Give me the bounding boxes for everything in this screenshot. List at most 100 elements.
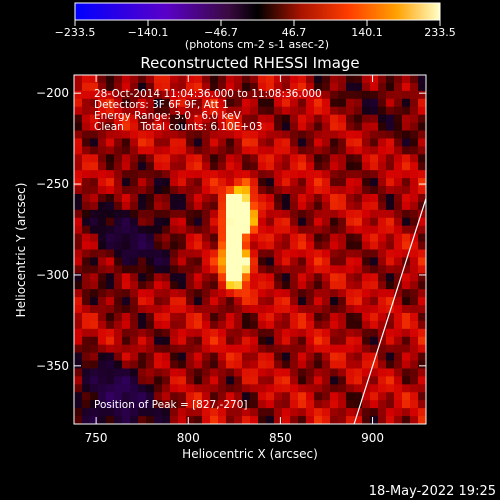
heatmap-cell xyxy=(386,122,395,132)
heatmap-cell xyxy=(106,154,115,163)
heatmap-cell xyxy=(298,170,307,179)
heatmap-cell xyxy=(242,328,251,338)
heatmap-cell xyxy=(354,178,363,187)
heatmap-cell xyxy=(170,217,179,227)
heatmap-cell xyxy=(298,90,307,100)
heatmap-cell xyxy=(74,257,83,266)
heatmap-cell xyxy=(98,209,107,219)
heatmap-cell xyxy=(322,408,331,417)
heatmap-cell xyxy=(362,233,371,243)
heatmap-cell xyxy=(274,320,283,330)
heatmap-cell xyxy=(90,400,99,409)
heatmap-cell xyxy=(306,368,315,378)
heatmap-cell xyxy=(98,114,107,124)
heatmap-cell xyxy=(98,297,107,306)
heatmap-cell xyxy=(154,130,163,140)
heatmap-cell xyxy=(210,241,219,251)
heatmap-cell xyxy=(418,114,426,124)
heatmap-cell xyxy=(130,400,139,409)
heatmap-cell xyxy=(234,146,243,155)
heatmap-cell xyxy=(74,368,83,378)
heatmap-cell xyxy=(250,352,259,362)
heatmap-cell xyxy=(250,154,259,163)
heatmap-cell xyxy=(130,75,139,84)
heatmap-cell xyxy=(170,289,179,298)
heatmap-cell xyxy=(218,170,227,179)
heatmap-cell xyxy=(354,376,363,385)
heatmap-cell xyxy=(410,360,419,370)
heatmap-cell xyxy=(106,122,115,132)
heatmap-cell xyxy=(402,360,411,370)
x-axis-label: Heliocentric X (arcsec) xyxy=(182,447,318,461)
heatmap-cell xyxy=(154,320,163,330)
heatmap-cell xyxy=(82,408,91,417)
heatmap-cell xyxy=(290,257,299,266)
heatmap-cell xyxy=(130,360,139,370)
heatmap-cell xyxy=(346,312,355,322)
heatmap-cell xyxy=(234,297,243,306)
heatmap-cell xyxy=(82,249,91,259)
heatmap-cell xyxy=(114,400,123,409)
heatmap-cell xyxy=(322,209,331,219)
heatmap-cell xyxy=(346,201,355,211)
heatmap-cell xyxy=(306,305,315,314)
heatmap-cell xyxy=(402,130,411,140)
heatmap-cell xyxy=(122,90,131,100)
heatmap-cell xyxy=(410,209,419,219)
heatmap-cell xyxy=(202,209,211,219)
heatmap-cell xyxy=(346,106,355,116)
heatmap-cell xyxy=(410,312,419,322)
heatmap-cell xyxy=(250,249,259,259)
heatmap-cell xyxy=(418,392,426,401)
heatmap-cell xyxy=(194,312,203,322)
heatmap-cell xyxy=(362,265,371,274)
heatmap-cell xyxy=(298,201,307,211)
heatmap-cell xyxy=(82,201,91,211)
heatmap-cell xyxy=(298,178,307,187)
heatmap-cell xyxy=(162,344,171,354)
heatmap-cell xyxy=(394,320,403,330)
heatmap-cell xyxy=(386,178,395,187)
heatmap-cell xyxy=(138,170,147,179)
heatmap-cell xyxy=(122,289,131,298)
heatmap-cell xyxy=(370,138,379,147)
heatmap-cell xyxy=(178,344,187,354)
heatmap-cell xyxy=(218,289,227,298)
heatmap-cell xyxy=(274,90,283,100)
heatmap-cell xyxy=(234,201,243,211)
heatmap-cell xyxy=(394,193,403,203)
heatmap-cell xyxy=(306,90,315,100)
heatmap-cell xyxy=(410,384,419,393)
heatmap-cell xyxy=(82,368,91,378)
heatmap-cell xyxy=(250,289,259,298)
heatmap-cell xyxy=(122,146,131,155)
heatmap-cell xyxy=(250,416,259,424)
heatmap-cell xyxy=(106,98,115,108)
heatmap-cell xyxy=(346,170,355,179)
heatmap-cell xyxy=(250,90,259,100)
heatmap-cell xyxy=(274,249,283,259)
heatmap-cell xyxy=(298,122,307,132)
heatmap-cell xyxy=(394,130,403,140)
heatmap-cell xyxy=(370,352,379,362)
heatmap-cell xyxy=(74,154,83,163)
heatmap-cell xyxy=(74,75,83,84)
heatmap-cell xyxy=(210,336,219,346)
heatmap-cell xyxy=(106,305,115,314)
heatmap-cell xyxy=(242,392,251,401)
heatmap-cell xyxy=(250,233,259,243)
heatmap-cell xyxy=(154,201,163,211)
heatmap-cell xyxy=(210,82,219,92)
heatmap-cell xyxy=(226,416,235,424)
heatmap-cell xyxy=(290,146,299,155)
heatmap-cell xyxy=(154,368,163,378)
heatmap-cell xyxy=(218,312,227,322)
heatmap-cell xyxy=(130,130,139,140)
heatmap-cell xyxy=(402,225,411,235)
heatmap-cell xyxy=(282,130,291,140)
heatmap-cell xyxy=(282,186,291,195)
heatmap-cell xyxy=(226,225,235,235)
heatmap-cell xyxy=(242,273,251,282)
heatmap-cell xyxy=(106,416,115,424)
heatmap-cell xyxy=(194,392,203,401)
